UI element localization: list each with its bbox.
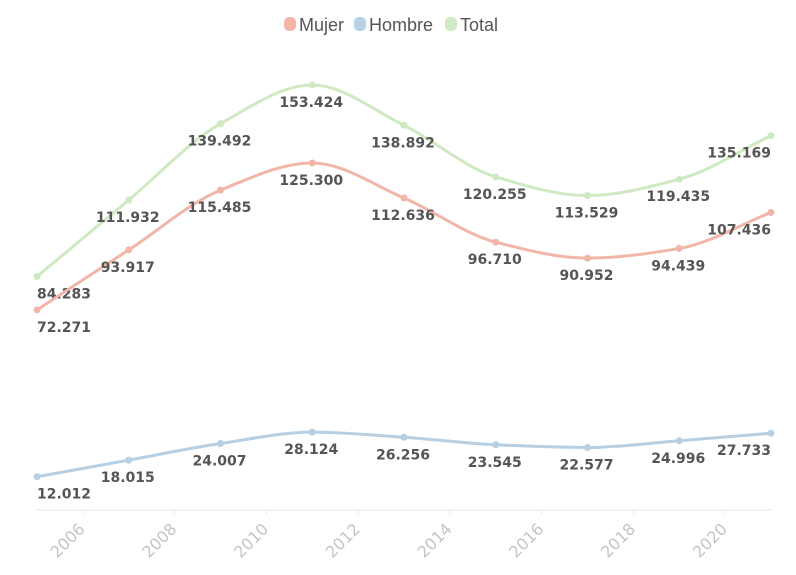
data-point[interactable] <box>584 443 591 451</box>
data-label: 135.169 <box>707 146 771 162</box>
data-point[interactable] <box>400 194 408 202</box>
data-label: 93.917 <box>101 260 155 276</box>
data-point[interactable] <box>125 246 133 254</box>
data-point[interactable] <box>767 132 775 140</box>
data-point[interactable] <box>767 208 775 216</box>
legend-label: Hombre <box>369 15 433 35</box>
data-point[interactable] <box>308 428 316 436</box>
series-line-total <box>35 83 773 279</box>
data-point[interactable] <box>584 192 591 200</box>
x-tick-label: 2018 <box>597 519 639 561</box>
data-label: 107.436 <box>707 222 771 238</box>
data-point[interactable] <box>675 437 683 445</box>
legend-swatch <box>354 17 366 31</box>
data-point[interactable] <box>492 173 500 181</box>
data-point[interactable] <box>217 186 224 194</box>
data-point[interactable] <box>675 175 683 183</box>
data-label: 96.710 <box>468 252 522 268</box>
x-tick-label: 2010 <box>230 519 272 561</box>
data-point[interactable] <box>33 273 41 281</box>
data-point[interactable] <box>492 441 500 449</box>
legend-item-mujer[interactable]: Mujer <box>284 15 344 35</box>
data-point[interactable] <box>217 440 224 448</box>
data-point[interactable] <box>584 254 591 262</box>
legend-item-total[interactable]: Total <box>445 15 498 35</box>
data-label: 119.435 <box>646 189 710 205</box>
data-point[interactable] <box>125 196 133 204</box>
data-label: 113.529 <box>555 206 619 222</box>
data-label: 90.952 <box>559 268 613 284</box>
legend-label: Mujer <box>299 15 344 35</box>
data-label: 24.996 <box>651 451 705 467</box>
x-tick-label: 2016 <box>505 519 547 561</box>
data-label: 112.636 <box>371 208 435 224</box>
x-tick-label: 2008 <box>138 519 180 561</box>
data-point[interactable] <box>767 429 775 437</box>
data-point[interactable] <box>675 244 683 252</box>
data-label: 22.577 <box>559 457 613 473</box>
data-label: 23.545 <box>468 455 522 471</box>
data-label: 139.492 <box>188 134 252 150</box>
legend-swatch <box>445 17 457 31</box>
x-axis: 2006 2008 2010 2012 2014 2016 2018 2020 <box>37 509 771 562</box>
series-mujer: 72.271 93.917 115.485 125.300 112.636 96.710 9… <box>33 159 775 336</box>
data-label: 26.256 <box>376 447 430 463</box>
series-hombre: 12.012 18.015 24.007 28.124 26.256 23.545 22.5… <box>33 428 775 503</box>
data-label: 12.012 <box>37 487 91 503</box>
legend: Mujer Hombre Total <box>284 15 498 35</box>
data-label: 120.255 <box>463 187 527 203</box>
data-label: 28.124 <box>284 442 338 458</box>
data-label: 72.271 <box>37 320 91 336</box>
data-label: 27.733 <box>717 443 771 459</box>
plot-area: 84.283 111.932 139.492 153.424 138.892 120.25… <box>33 81 775 503</box>
data-label: 153.424 <box>279 95 343 111</box>
data-label: 84.283 <box>37 287 91 303</box>
data-label: 94.439 <box>651 258 705 274</box>
data-point[interactable] <box>308 159 316 167</box>
x-tick-label: 2012 <box>322 519 364 561</box>
legend-label: Total <box>460 15 498 35</box>
data-label: 111.932 <box>96 210 160 226</box>
data-point[interactable] <box>400 121 408 129</box>
data-point[interactable] <box>400 433 408 441</box>
data-point[interactable] <box>125 456 133 464</box>
x-tick-label: 2006 <box>46 519 88 561</box>
x-tick-label: 2014 <box>413 519 455 561</box>
legend-swatch <box>284 17 296 31</box>
data-point[interactable] <box>308 81 316 89</box>
legend-item-hombre[interactable]: Hombre <box>354 15 433 35</box>
data-point[interactable] <box>33 306 41 314</box>
x-tick-label: 2020 <box>689 519 731 561</box>
data-label: 24.007 <box>192 454 246 470</box>
data-label: 18.015 <box>101 470 155 486</box>
series-total: 84.283 111.932 139.492 153.424 138.892 120.25… <box>33 81 775 303</box>
data-label: 138.892 <box>371 135 435 151</box>
data-point[interactable] <box>33 473 41 481</box>
data-label: 125.300 <box>279 173 343 189</box>
data-point[interactable] <box>217 120 224 128</box>
data-label: 115.485 <box>188 200 252 216</box>
data-point[interactable] <box>492 238 500 246</box>
